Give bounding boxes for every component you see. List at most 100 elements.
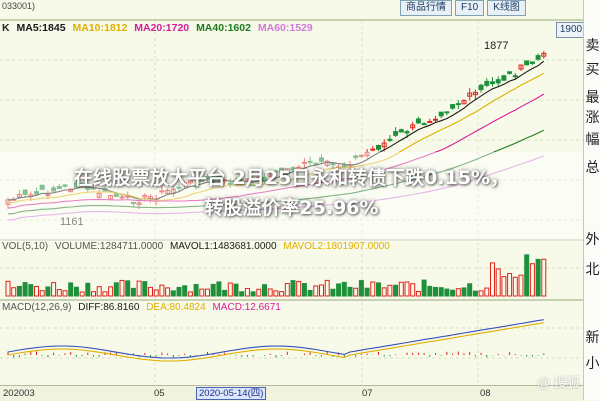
dea-value: DEA:80.4824 — [146, 302, 206, 313]
volume-bar — [495, 268, 501, 297]
volume-bar — [307, 289, 313, 297]
volume-bar — [256, 288, 262, 297]
candle-body — [301, 161, 307, 164]
price-input-box[interactable]: 1900 — [556, 22, 586, 38]
quote-side-panel: 卖 买 最 涨 幅 总 外 北 新 小 — [583, 0, 600, 400]
candle-body — [16, 194, 22, 198]
latest-label: 最 — [585, 90, 600, 106]
volume-bar — [262, 284, 267, 297]
diff-value: DIFF:86.8160 — [78, 302, 140, 313]
candle-body — [113, 193, 119, 197]
date-label-start: 202003 — [3, 388, 35, 399]
ma60-value: MA60:1529 — [257, 22, 313, 34]
volume-bar — [193, 284, 199, 297]
candle-body — [119, 196, 125, 199]
volume-bar — [353, 287, 359, 297]
candle-body — [433, 118, 438, 121]
volume-bar — [73, 286, 79, 297]
candle-body — [529, 61, 535, 64]
volume-bar — [16, 285, 22, 297]
ma40-value: MA40:1602 — [196, 22, 251, 34]
headline-text: 在线股票放大平台 2月25日永和转债下跌0.15%， 转股溢价率25.96% — [0, 163, 583, 223]
candle-body — [22, 189, 28, 195]
candle-body — [73, 182, 79, 188]
volume-bar — [410, 283, 416, 297]
volume-bar — [301, 283, 307, 297]
k-line-chart-area[interactable]: 033001) K MA5:1845 MA10:1812 MA20:1720 M… — [0, 0, 583, 401]
candle-body — [381, 142, 387, 148]
volume-bar — [28, 284, 34, 297]
candle-body — [421, 123, 427, 126]
candle-body — [187, 180, 193, 184]
candle-body — [438, 111, 444, 117]
candle-body — [427, 120, 433, 123]
volume-bar — [130, 287, 136, 297]
volume-bar — [159, 284, 165, 297]
candle-body — [541, 52, 547, 57]
volume-bar — [336, 283, 342, 297]
candle-body — [205, 176, 210, 180]
total-label: 总 — [585, 160, 600, 176]
volume-bar — [216, 281, 222, 297]
candle-body — [376, 144, 381, 150]
volume-bar — [501, 276, 507, 297]
volume-bar — [227, 282, 233, 297]
volume-bar — [524, 254, 530, 297]
volume-bar — [518, 274, 524, 297]
date-cursor-label: 2020-05-14(四) — [196, 387, 267, 400]
candle-body — [51, 187, 57, 192]
volume-bar — [381, 287, 387, 297]
candle-body — [216, 175, 222, 181]
chart-canvas[interactable] — [0, 0, 583, 385]
candle-body — [244, 178, 250, 181]
candle-body — [284, 168, 290, 173]
outer-label: 外 — [585, 232, 600, 248]
volume-bar — [182, 285, 188, 297]
candle-body — [45, 194, 51, 197]
volume-bar — [387, 284, 393, 297]
macd-title: MACD(12,26,9) — [2, 302, 72, 313]
volume-bar — [187, 291, 193, 297]
candle-body — [62, 184, 68, 187]
volume-bar — [541, 258, 547, 297]
date-label-08: 08 — [480, 388, 491, 399]
tab-kline[interactable]: K线图 — [487, 0, 526, 16]
candle-body — [398, 129, 404, 133]
north-label: 北 — [585, 262, 600, 278]
volume-bar — [91, 291, 96, 297]
volume-bar — [319, 284, 324, 297]
ma-legend: K MA5:1845 MA10:1812 MA20:1720 MA40:1602… — [2, 22, 317, 35]
volume-bar — [85, 282, 91, 297]
candle-body — [370, 148, 376, 151]
candle-body — [518, 64, 524, 70]
tab-f10[interactable]: F10 — [455, 0, 485, 16]
tab-quotes[interactable]: 商品行情 — [400, 0, 452, 16]
candle-body — [501, 75, 507, 81]
volume-bar — [11, 287, 17, 297]
candle-body — [341, 164, 347, 168]
candle-body — [353, 155, 359, 158]
ma5-line — [7, 60, 545, 201]
volume-bar — [341, 281, 347, 297]
candle-body — [415, 118, 421, 124]
volume-bar — [45, 286, 51, 297]
volume-bar — [376, 282, 381, 297]
candle-body — [130, 201, 136, 204]
candle-body — [461, 99, 467, 105]
date-label-07: 07 — [362, 388, 373, 399]
vol-title: VOL(5,10) — [2, 241, 49, 252]
small-label: 小 — [585, 356, 600, 372]
volume-bar — [148, 286, 153, 297]
volume-bar — [415, 290, 421, 297]
candle-body — [444, 111, 450, 114]
macd-indicator — [7, 319, 545, 362]
pct-label: 幅 — [585, 132, 600, 148]
mavol2-value: MAVOL2:1801907.0000 — [283, 241, 390, 252]
candle-body — [227, 182, 233, 186]
volume-bar — [199, 288, 205, 297]
volume-bar — [142, 281, 148, 297]
candle-body — [313, 162, 319, 165]
volume-bar — [96, 286, 102, 297]
new-label: 新 — [585, 330, 600, 346]
volume-bar — [153, 289, 159, 297]
